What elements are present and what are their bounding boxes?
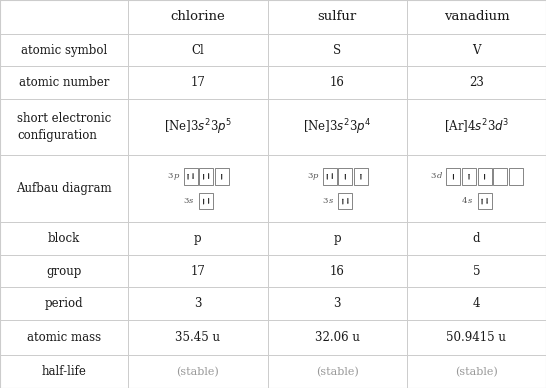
- Text: 3: 3: [431, 172, 436, 180]
- Bar: [183, 168, 198, 185]
- Text: 4: 4: [462, 197, 467, 205]
- Text: vanadium: vanadium: [443, 10, 509, 23]
- Text: 3: 3: [168, 172, 173, 180]
- Text: atomic mass: atomic mass: [27, 331, 101, 344]
- Text: 3: 3: [334, 297, 341, 310]
- Text: (stable): (stable): [316, 367, 359, 377]
- Text: 16: 16: [330, 76, 345, 89]
- Text: d: d: [437, 172, 442, 180]
- Bar: [339, 193, 352, 210]
- Text: 4: 4: [473, 297, 480, 310]
- Text: (stable): (stable): [176, 367, 219, 377]
- Bar: [478, 168, 491, 185]
- Text: Aufbau diagram: Aufbau diagram: [16, 182, 112, 195]
- Bar: [509, 168, 523, 185]
- Text: group: group: [46, 265, 82, 278]
- Bar: [354, 168, 368, 185]
- Bar: [199, 168, 213, 185]
- Text: sulfur: sulfur: [318, 10, 357, 23]
- Text: 50.9415 u: 50.9415 u: [447, 331, 506, 344]
- Bar: [447, 168, 460, 185]
- Text: [Ar]4$s^2$3$d^3$: [Ar]4$s^2$3$d^3$: [444, 118, 509, 136]
- Text: chlorine: chlorine: [170, 10, 225, 23]
- Text: 5: 5: [473, 265, 480, 278]
- Text: atomic number: atomic number: [19, 76, 109, 89]
- Text: 23: 23: [469, 76, 484, 89]
- Bar: [478, 193, 491, 210]
- Text: d: d: [473, 232, 480, 245]
- Bar: [199, 193, 213, 210]
- Text: Cl: Cl: [192, 43, 204, 57]
- Text: period: period: [45, 297, 84, 310]
- Text: half-life: half-life: [41, 365, 87, 378]
- Text: 17: 17: [191, 265, 205, 278]
- Text: s: s: [468, 197, 472, 205]
- Bar: [462, 168, 476, 185]
- Bar: [323, 168, 337, 185]
- Text: S: S: [333, 43, 341, 57]
- Text: 3: 3: [307, 172, 312, 180]
- Text: p: p: [174, 172, 179, 180]
- Text: [Ne]3$s^2$3$p^5$: [Ne]3$s^2$3$p^5$: [164, 117, 232, 137]
- Text: short electronic
configuration: short electronic configuration: [17, 112, 111, 142]
- Text: 35.45 u: 35.45 u: [175, 331, 221, 344]
- Text: 3: 3: [323, 197, 328, 205]
- Text: atomic symbol: atomic symbol: [21, 43, 107, 57]
- Text: 3: 3: [194, 297, 201, 310]
- Text: 16: 16: [330, 265, 345, 278]
- Text: s: s: [329, 197, 333, 205]
- Text: block: block: [48, 232, 80, 245]
- Text: p: p: [334, 232, 341, 245]
- Bar: [339, 168, 352, 185]
- Text: 3: 3: [183, 197, 189, 205]
- Text: 32.06 u: 32.06 u: [314, 331, 360, 344]
- Bar: [493, 168, 507, 185]
- Text: V: V: [472, 43, 480, 57]
- Text: p: p: [313, 172, 318, 180]
- Text: (stable): (stable): [455, 367, 498, 377]
- Text: 17: 17: [191, 76, 205, 89]
- Text: [Ne]3$s^2$3$p^4$: [Ne]3$s^2$3$p^4$: [303, 117, 371, 137]
- Bar: [215, 168, 229, 185]
- Text: s: s: [189, 197, 194, 205]
- Text: p: p: [194, 232, 201, 245]
